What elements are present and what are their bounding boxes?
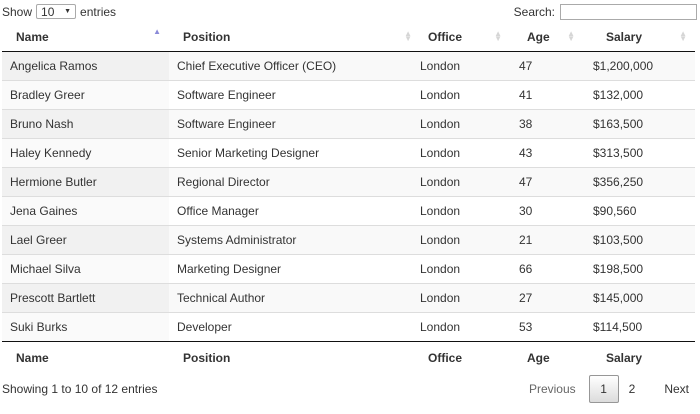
table-row: Jena Gaines Office Manager London 30 $90,560 (2, 196, 695, 226)
cell-name: Jena Gaines (2, 196, 169, 226)
cell-age: 38 (510, 109, 583, 139)
table-row: Michael Silva Marketing Designer London 66 $… (2, 254, 695, 284)
cell-salary: $145,000 (583, 283, 695, 313)
cell-name: Bradley Greer (2, 80, 169, 110)
cell-position: Office Manager (169, 196, 420, 226)
search-input[interactable] (560, 4, 697, 20)
length-suffix-label: entries (80, 4, 117, 19)
footer-header-age: Age (510, 341, 583, 373)
search-control: Search: (514, 4, 697, 20)
header-row: Name ▲ Position ▲ ▼ Office ▲ ▼ Age ▲ ▼ Salary ▲ ▼ (2, 22, 695, 52)
cell-name: Michael Silva (2, 254, 169, 284)
employees-table: Name ▲ Position ▲ ▼ Office ▲ ▼ Age ▲ ▼ Salary ▲ ▼… (2, 22, 695, 373)
footer-header-office: Office (420, 341, 510, 373)
sort-both-icon: ▲ ▼ (494, 29, 502, 43)
cell-office: London (420, 225, 510, 255)
cell-position: Software Engineer (169, 80, 420, 110)
cell-position: Marketing Designer (169, 254, 420, 284)
footer-row: Name Position Office Age Salary (2, 341, 695, 373)
cell-salary: $356,250 (583, 167, 695, 197)
page-button-1[interactable]: 1 (588, 375, 619, 403)
cell-office: London (420, 109, 510, 139)
column-header-name[interactable]: Name ▲ (2, 22, 169, 52)
table-row: Haley Kennedy Senior Marketing Designer Lo… (2, 138, 695, 168)
cell-age: 43 (510, 138, 583, 168)
cell-salary: $90,560 (583, 196, 695, 226)
footer-header-position: Position (169, 341, 420, 373)
cell-age: 53 (510, 312, 583, 342)
cell-position: Senior Marketing Designer (169, 138, 420, 168)
cell-salary: $132,000 (583, 80, 695, 110)
cell-salary: $114,500 (583, 312, 695, 342)
cell-salary: $103,500 (583, 225, 695, 255)
table-info: Showing 1 to 10 of 12 entries (2, 382, 158, 396)
cell-office: London (420, 51, 510, 81)
dropdown-caret-icon: ▼ (64, 8, 72, 15)
cell-office: London (420, 80, 510, 110)
table-row: Lael Greer Systems Administrator London 21 $… (2, 225, 695, 255)
cell-age: 21 (510, 225, 583, 255)
cell-age: 47 (510, 51, 583, 81)
table-row: Bruno Nash Software Engineer London 38 $163,… (2, 109, 695, 139)
sort-both-icon: ▲ ▼ (404, 29, 412, 43)
sort-both-icon: ▲ ▼ (567, 29, 575, 43)
entries-per-page-value: 10 (41, 4, 55, 19)
cell-age: 30 (510, 196, 583, 226)
cell-salary: $1,200,000 (583, 51, 695, 81)
cell-salary: $163,500 (583, 109, 695, 139)
cell-office: London (420, 196, 510, 226)
previous-page-button[interactable]: Previous (528, 382, 576, 396)
cell-position: Systems Administrator (169, 225, 420, 255)
table-row: Angelica Ramos Chief Executive Officer (C… (2, 51, 695, 81)
cell-age: 41 (510, 80, 583, 110)
column-header-office[interactable]: Office ▲ ▼ (420, 22, 510, 52)
table-row: Bradley Greer Software Engineer London 41 $1… (2, 80, 695, 110)
page-button-2[interactable]: 2 (628, 382, 636, 396)
table-row: Hermione Butler Regional Director London 47… (2, 167, 695, 197)
cell-office: London (420, 254, 510, 284)
next-page-button[interactable]: Next (664, 382, 689, 396)
cell-age: 27 (510, 283, 583, 313)
cell-office: London (420, 138, 510, 168)
cell-name: Haley Kennedy (2, 138, 169, 168)
cell-salary: $198,500 (583, 254, 695, 284)
footer-header-name: Name (2, 341, 169, 373)
cell-salary: $313,500 (583, 138, 695, 168)
cell-name: Angelica Ramos (2, 51, 169, 81)
cell-name: Suki Burks (2, 312, 169, 342)
cell-position: Regional Director (169, 167, 420, 197)
cell-name: Hermione Butler (2, 167, 169, 197)
cell-name: Bruno Nash (2, 109, 169, 139)
cell-name: Prescott Bartlett (2, 283, 169, 313)
cell-name: Lael Greer (2, 225, 169, 255)
cell-office: London (420, 167, 510, 197)
column-header-salary[interactable]: Salary ▲ ▼ (583, 22, 695, 52)
cell-age: 66 (510, 254, 583, 284)
table-row: Prescott Bartlett Technical Author London 2… (2, 283, 695, 313)
search-label: Search: (513, 5, 555, 19)
sort-both-icon: ▲ ▼ (679, 29, 687, 43)
cell-office: London (420, 283, 510, 313)
footer-header-salary: Salary (583, 341, 695, 373)
cell-position: Technical Author (169, 283, 420, 313)
cell-position: Software Engineer (169, 109, 420, 139)
entries-per-page-select[interactable]: 10 ▼ (36, 4, 77, 19)
cell-position: Chief Executive Officer (CEO) (169, 51, 420, 81)
cell-position: Developer (169, 312, 420, 342)
column-header-position[interactable]: Position ▲ ▼ (169, 22, 420, 52)
length-prefix-label: Show (2, 4, 33, 19)
table-controls: Show 10 ▼ entries Search: (0, 0, 700, 24)
cell-age: 47 (510, 167, 583, 197)
column-header-age[interactable]: Age ▲ ▼ (510, 22, 583, 52)
table-row: Suki Burks Developer London 53 $114,500 (2, 312, 695, 342)
pagination: Previous 1 2 Next (519, 375, 689, 403)
entries-length-control: Show 10 ▼ entries (2, 4, 116, 19)
sort-ascending-icon: ▲ (153, 27, 161, 36)
cell-office: London (420, 312, 510, 342)
